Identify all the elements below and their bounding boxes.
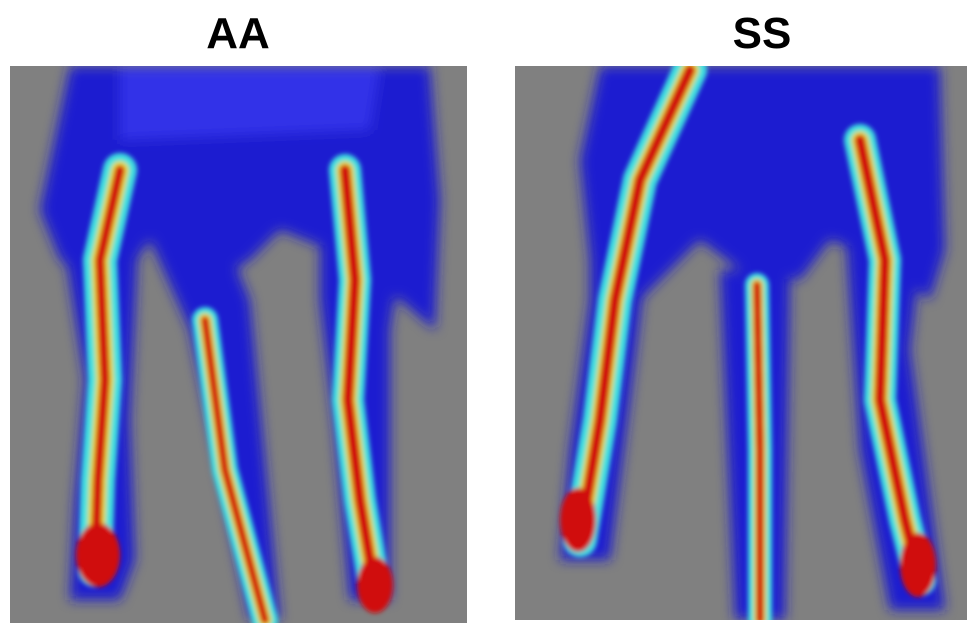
page: AA SS — [0, 0, 967, 623]
panel-title: SS — [733, 9, 792, 58]
figure: AA SS — [0, 0, 967, 623]
panel-title: AA — [206, 9, 270, 58]
perfusion-image — [515, 66, 967, 620]
perfusion-image — [10, 66, 467, 623]
